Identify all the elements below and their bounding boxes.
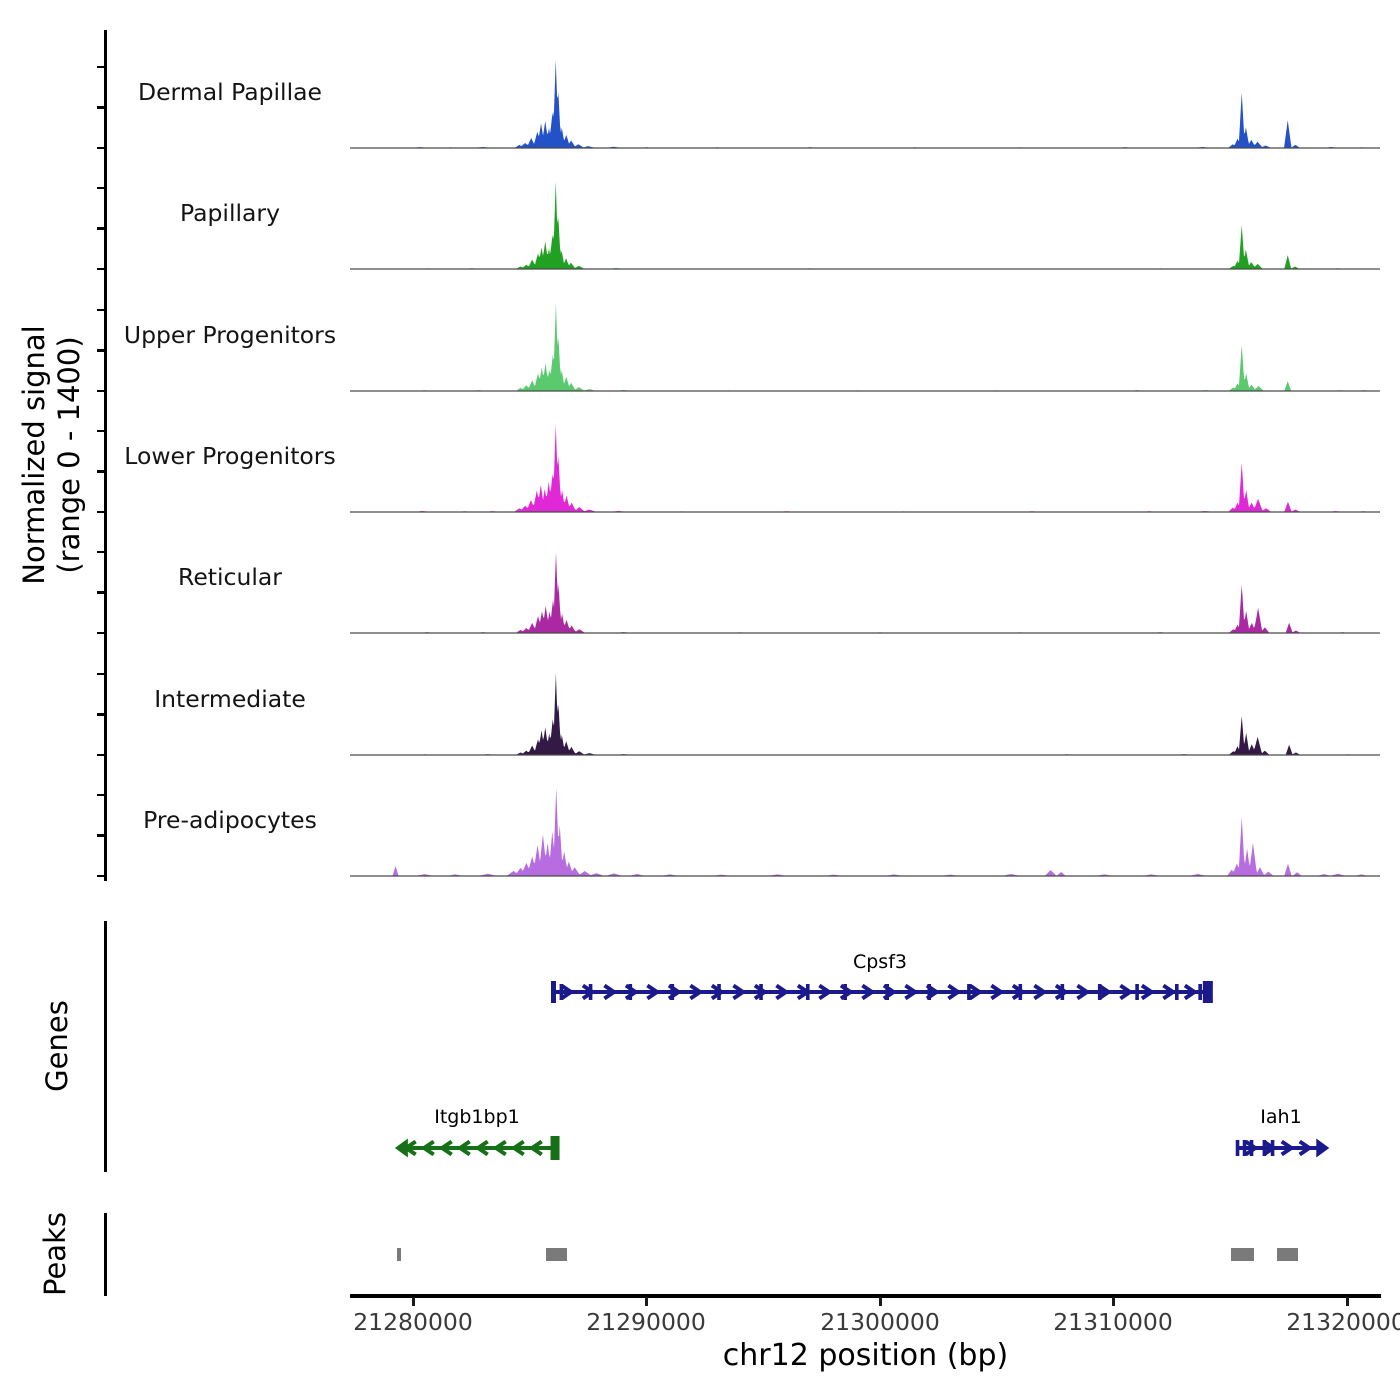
signal-axis-tick — [97, 874, 104, 878]
signal-area — [350, 424, 1380, 512]
gene-label-cpsf3: Cpsf3 — [852, 951, 907, 973]
gene-glyph-cpsf3 — [550, 981, 1213, 1003]
signal-axis-tick — [97, 834, 104, 837]
genes-svg — [394, 981, 1330, 1160]
signal-axis-tick — [97, 429, 104, 433]
x-axis-tick — [411, 1297, 415, 1306]
x-tick-label-21320000: 21320000 — [1286, 1308, 1400, 1336]
x-axis-title: chr12 position (bp) — [722, 1338, 1009, 1373]
signal-axis-tick — [97, 672, 104, 676]
track-label-upper-progenitors: Upper Progenitors — [123, 321, 337, 349]
signal-track-reticular — [350, 551, 1380, 634]
x-tick-label-21300000: 21300000 — [820, 1308, 940, 1336]
signal-axis-tick — [97, 349, 104, 352]
x-axis-tick — [645, 1297, 649, 1306]
signal-axis-tick — [97, 753, 104, 757]
track-label-pre-adipocytes: Pre-adipocytes — [143, 806, 317, 834]
genes-axis-spine — [104, 921, 107, 1172]
signal-axis-spine — [104, 30, 107, 881]
signal-axis-tick — [97, 591, 104, 594]
signal-axis-tick — [97, 470, 104, 473]
signal-axis-tick — [97, 146, 104, 150]
gene-glyph-itgb1bp1 — [394, 1136, 560, 1160]
x-axis-tick — [878, 1297, 882, 1306]
signal-axis-tick — [97, 227, 104, 230]
x-tick-label-21280000: 21280000 — [353, 1308, 473, 1336]
peak-region-2 — [546, 1248, 568, 1261]
gene-label-iah1: Iah1 — [1260, 1106, 1302, 1128]
x-tick-label-21310000: 21310000 — [1053, 1308, 1173, 1336]
track-label-lower-progenitors: Lower Progenitors — [124, 442, 336, 470]
peaks-axis-spine — [104, 1213, 107, 1296]
track-label-intermediate: Intermediate — [154, 685, 306, 713]
signal-axis-tick — [97, 106, 104, 109]
signal-axis-tick — [97, 186, 104, 190]
signal-axis-tick — [97, 267, 104, 271]
signal-track-pre-adipocytes — [350, 788, 1380, 877]
signal-area — [350, 551, 1380, 633]
signal-area — [350, 672, 1380, 755]
genes-section-label: Genes — [40, 1000, 74, 1092]
x-axis-line — [350, 1294, 1381, 1298]
x-axis-tick — [1112, 1297, 1116, 1306]
signal-track-intermediate — [350, 672, 1380, 756]
gene-glyph-iah1 — [1235, 1138, 1330, 1158]
signal-axis-tick — [97, 389, 104, 393]
peak-region-1 — [396, 1248, 402, 1261]
signal-track-papillary — [350, 181, 1380, 270]
signal-axis-tick — [97, 308, 104, 312]
signal-axis-tick — [97, 65, 104, 69]
track-label-papillary: Papillary — [180, 199, 280, 227]
x-tick-label-21290000: 21290000 — [586, 1308, 706, 1336]
x-axis-tick — [1345, 1297, 1349, 1306]
signal-axis-tick — [97, 510, 104, 514]
signal-track-dermal-papillae — [350, 60, 1380, 149]
signal-track-upper-progenitors — [350, 303, 1380, 392]
signal-axis-tick — [97, 550, 104, 554]
signal-axis-tick — [97, 631, 104, 635]
peak-region-4 — [1277, 1248, 1299, 1261]
signal-area — [350, 60, 1380, 148]
y-axis-label-line1: Normalized signal — [17, 325, 51, 585]
gene-label-itgb1bp1: Itgb1bp1 — [434, 1106, 520, 1128]
signal-track-lower-progenitors — [350, 424, 1380, 513]
signal-area — [350, 181, 1380, 269]
signal-area — [350, 788, 1380, 876]
signal-axis-tick — [97, 793, 104, 797]
track-label-reticular: Reticular — [178, 563, 282, 591]
signal-axis-tick — [97, 713, 104, 716]
peak-region-3 — [1230, 1248, 1254, 1261]
track-label-dermal-papillae: Dermal Papillae — [138, 78, 322, 106]
peaks-section-label: Peaks — [38, 1212, 72, 1296]
signal-area — [350, 303, 1380, 391]
